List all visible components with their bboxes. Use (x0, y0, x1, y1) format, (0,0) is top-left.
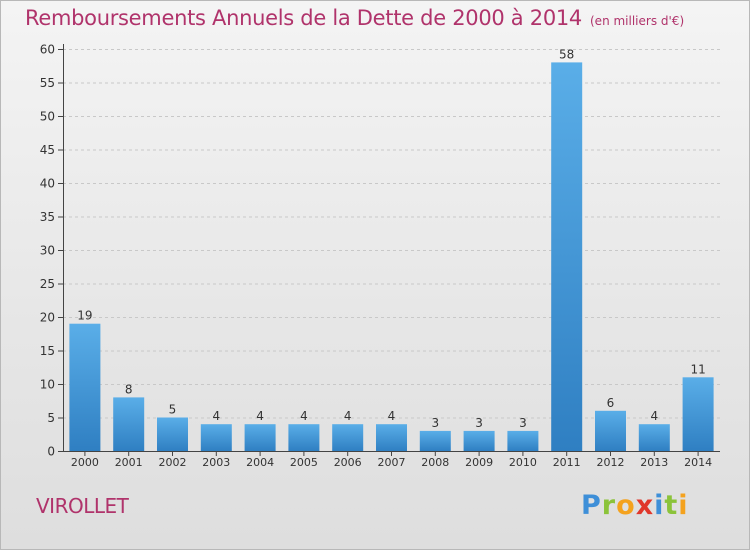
y-tick-label: 10 (40, 378, 55, 392)
data-label: 5 (169, 403, 177, 417)
y-tick-label: 60 (40, 43, 55, 57)
data-label: 4 (256, 409, 264, 423)
x-tick-label: 2009 (465, 456, 493, 469)
bar (376, 424, 407, 451)
data-label: 58 (559, 47, 574, 61)
grid-lines (63, 49, 720, 419)
bar (69, 323, 101, 451)
bar (419, 430, 451, 451)
y-tick-label: 40 (40, 177, 55, 191)
bars (69, 62, 714, 452)
x-tick-label: 2005 (290, 456, 318, 469)
y-tick-label: 55 (40, 76, 55, 90)
chart-unit-note: (en milliers d'€) (590, 14, 685, 28)
bar (244, 424, 276, 451)
data-label: 4 (650, 409, 658, 423)
bar (638, 424, 670, 451)
logo-letter: i (678, 490, 689, 521)
x-tick-label: 2007 (378, 456, 406, 469)
logo-letter: i (654, 490, 665, 521)
data-label: 11 (690, 362, 705, 376)
bar (157, 417, 188, 451)
x-tick-label: 2013 (640, 456, 668, 469)
data-label: 19 (77, 309, 92, 323)
x-tick-label: 2012 (597, 456, 625, 469)
logo-letter: o (616, 490, 636, 521)
commune-name: VIROLLET (36, 494, 129, 518)
bar (288, 424, 320, 451)
x-tick-label: 2008 (421, 456, 449, 469)
bar (551, 62, 583, 452)
data-label: 8 (125, 382, 133, 396)
x-tick-label: 2002 (159, 456, 187, 469)
y-tick-label: 5 (47, 411, 55, 425)
data-label: 4 (388, 409, 396, 423)
data-label: 4 (212, 409, 220, 423)
y-tick-label: 45 (40, 143, 55, 157)
x-tick-label: 2010 (509, 456, 537, 469)
x-tick-label: 2000 (71, 456, 99, 469)
chart-title-text: Remboursements Annuels de la Dette de 20… (25, 6, 582, 30)
bar (682, 377, 714, 451)
data-label: 4 (300, 409, 308, 423)
logo-letter: t (664, 490, 679, 521)
bar (507, 430, 539, 451)
y-tick-label: 35 (40, 210, 55, 224)
bar (332, 424, 364, 451)
data-label: 3 (519, 416, 527, 430)
bar (200, 424, 232, 451)
bar (463, 430, 495, 451)
logo-letter: P (581, 490, 602, 521)
x-tick-label: 2011 (553, 456, 581, 469)
labels: 2000 19 2001 8 2002 5 2003 4 2004 4 2005 4 2006 4 2007… (71, 47, 712, 469)
bar (113, 397, 145, 451)
y-tick-label: 30 (40, 244, 55, 258)
y-tick-label: 0 (47, 445, 55, 459)
y-tick-label: 25 (40, 277, 55, 291)
y-tick-label: 15 (40, 344, 55, 358)
x-tick-label: 2003 (202, 456, 230, 469)
chart-title: Remboursements Annuels de la Dette de 20… (25, 6, 684, 30)
x-tick-label: 2014 (684, 456, 712, 469)
proxiti-logo: Proxiti (581, 490, 689, 521)
data-label: 4 (344, 409, 352, 423)
x-tick-label: 2006 (334, 456, 362, 469)
logo-letter: r (601, 490, 617, 521)
x-tick-label: 2004 (246, 456, 274, 469)
data-label: 6 (607, 396, 615, 410)
y-tick-label: 50 (40, 110, 55, 124)
x-tick-label: 2001 (115, 456, 143, 469)
data-label: 3 (475, 416, 483, 430)
logo-letter: x (635, 490, 655, 521)
y-tick-label: 20 (40, 311, 55, 325)
bar (595, 410, 626, 451)
data-label: 3 (431, 416, 439, 430)
